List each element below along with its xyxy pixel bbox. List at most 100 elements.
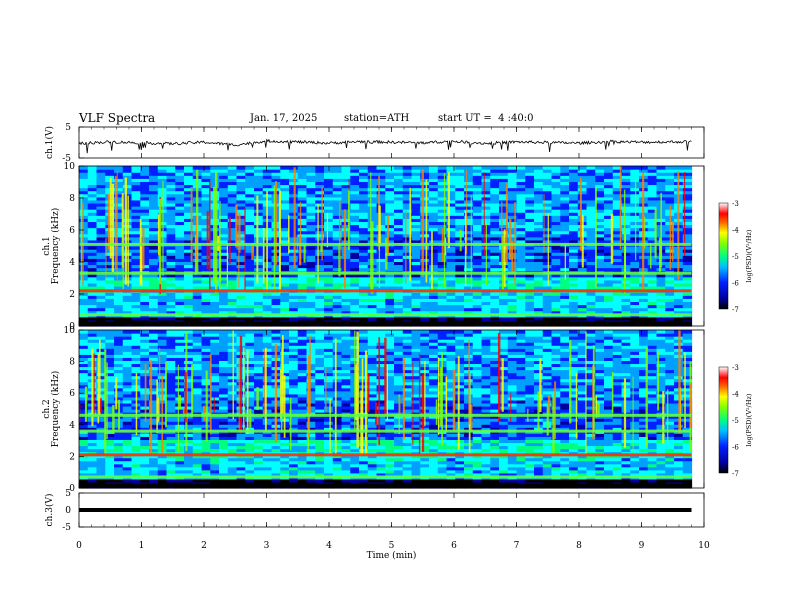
ch2-spectrogram-cell — [621, 445, 631, 450]
ch1-spectrogram-cell — [131, 215, 141, 219]
ch2-spectrogram-cell — [210, 469, 220, 474]
ch1-spectrogram-cell — [149, 224, 159, 229]
ch1-spectrogram-cell — [516, 286, 526, 290]
ch1-spectrogram-cell — [429, 279, 439, 284]
ch1-spectrogram-cell — [429, 295, 439, 299]
ch1-spectrogram-cell — [604, 224, 614, 229]
ch1-spectrogram-cell — [280, 172, 290, 176]
ch1-spectrogram-cell — [175, 304, 185, 309]
ch1-spectrogram-cell — [166, 202, 176, 207]
ch1-spectrogram-cell — [184, 212, 194, 216]
ch1-spectrogram-cell — [175, 184, 185, 189]
ch1-spectrogram-cell — [332, 218, 343, 222]
ch1-spectrogram-cell — [315, 175, 325, 179]
ch1-spectrogram-cell — [630, 249, 640, 253]
ch1-spectrogram-cell — [464, 304, 474, 309]
ch1-spectrogram-cell — [682, 255, 693, 259]
ch2-spectrogram-cell — [114, 445, 124, 450]
ch1-spectrogram-cell — [472, 224, 483, 229]
ch1-spectrogram-cell — [612, 301, 623, 306]
ch1-spectrogram-cell — [385, 273, 395, 278]
ch2-spectrogram-cell — [219, 445, 229, 450]
ch1-spectrogram-streak — [677, 171, 680, 280]
ch1-spectrogram-cell — [201, 298, 211, 302]
ch2-spectrogram-cell — [385, 472, 395, 477]
ch1-spectrogram-cell — [359, 286, 369, 290]
ch1-spectrogram-cell — [682, 264, 693, 269]
ch1-spectrogram-cell — [507, 172, 518, 176]
ch1-spectrogram-cell — [376, 310, 386, 315]
ch1-spectrogram-cell — [464, 301, 474, 306]
ch2-spectrogram-cell — [297, 433, 308, 437]
ch1-spectrogram-cell — [481, 172, 491, 176]
ch2-spectrogram-cell — [577, 445, 588, 450]
ch1-spectrogram-cell — [175, 178, 185, 182]
ch1-spectrogram-cell — [122, 301, 133, 306]
ch1-spectrogram-cell — [201, 230, 211, 235]
ch1-spectrogram-cell — [306, 187, 316, 192]
ch2-spectrogram-cell — [210, 478, 220, 483]
ch1-spectrogram-cell — [542, 246, 553, 250]
ch2-spectrogram-cell — [114, 469, 124, 474]
ch1-spectrogram-cell — [157, 175, 168, 179]
ch1-spectrogram-cell — [411, 267, 421, 272]
ch2-spectrogram-cell — [656, 436, 666, 440]
ch2-spectrogram-cell — [96, 466, 106, 471]
ch1-spectrogram-cell — [87, 187, 98, 192]
ch1-spectrogram-cell — [429, 316, 439, 321]
ch1-spectrogram-cell — [315, 193, 325, 198]
ch1-spectrogram-cell — [630, 221, 640, 226]
ch1-spectrogram-cell — [595, 282, 605, 287]
ch1-spectrogram-cell — [149, 221, 159, 226]
ch1-spectrogram-cell — [96, 218, 106, 222]
ch1-spectrogram-cell — [507, 202, 518, 207]
ch1-spectrogram-cell — [612, 166, 623, 170]
ch1-spectrogram-cell — [577, 190, 588, 195]
ch2-spectrogram-cell — [499, 460, 509, 465]
ch1-spectrogram-cell — [131, 273, 141, 278]
ch1-spectrogram-cell — [122, 298, 133, 302]
ch2-spectrogram-cell — [586, 448, 596, 453]
ch1-spectrogram-cell — [472, 261, 483, 266]
ch2-spectrogram-cell — [420, 442, 430, 447]
ch1-spectrogram-cell — [682, 178, 693, 182]
ch2-spectrogram-cell — [595, 448, 605, 453]
ch1-spectrogram-streak — [195, 215, 197, 260]
ch2-spectrogram-cell — [262, 457, 273, 462]
ch1-spectrogram-cell — [595, 190, 605, 195]
ch1-spectrogram-cell — [569, 310, 579, 315]
ch2-spectrogram-cell — [297, 466, 308, 471]
ch1-spectrogram-cell — [569, 227, 579, 232]
ch1-spectrogram-cell — [464, 190, 474, 195]
ch1-spectrogram-cell — [411, 273, 421, 278]
ch1-spectrogram-cell — [184, 224, 194, 229]
ch1-spectrogram-cell — [464, 233, 474, 238]
ch1-spectrogram-cell — [385, 279, 395, 284]
ch1-spectrogram-cell — [411, 221, 421, 226]
ch1-spectrogram-cell — [630, 246, 640, 250]
ch2-spectrogram-cell — [612, 436, 623, 440]
ch2-spectrogram-cell — [464, 436, 474, 440]
ch2-spectrogram-cell — [577, 478, 588, 483]
ch1-spectrogram-cell — [280, 298, 290, 302]
ch1-spectrogram-cell — [131, 206, 141, 210]
ch2-spectrogram-cell — [280, 460, 290, 465]
ch1-spectrogram-cell — [254, 169, 264, 173]
ch1-spectrogram-cell — [437, 169, 448, 173]
ch1-spectrogram-cell — [140, 175, 150, 179]
ch1-spectrogram-cell — [630, 202, 640, 207]
ch1-spectrogram-cell — [219, 267, 229, 272]
ch2-spectrogram-cell — [87, 472, 98, 477]
ch1-spectrogram-cell — [674, 292, 684, 296]
ch1-spectrogram-cell — [96, 221, 106, 226]
ch1-spectrogram-cell — [262, 187, 273, 192]
ch1-spectrogram-cell — [647, 304, 658, 309]
ch1-spectrogram-cell — [166, 230, 176, 235]
ch1-spectrogram-cell — [262, 184, 273, 189]
ch2-spectrogram-cell — [210, 436, 220, 440]
ch2-spectrogram-cell — [79, 478, 89, 483]
ch1-spectrogram-cell — [525, 255, 535, 259]
ch1-spectrogram-cell — [79, 316, 89, 321]
ch1-spectrogram-cell — [516, 193, 526, 198]
ch1-spectrogram-cell — [621, 307, 631, 312]
